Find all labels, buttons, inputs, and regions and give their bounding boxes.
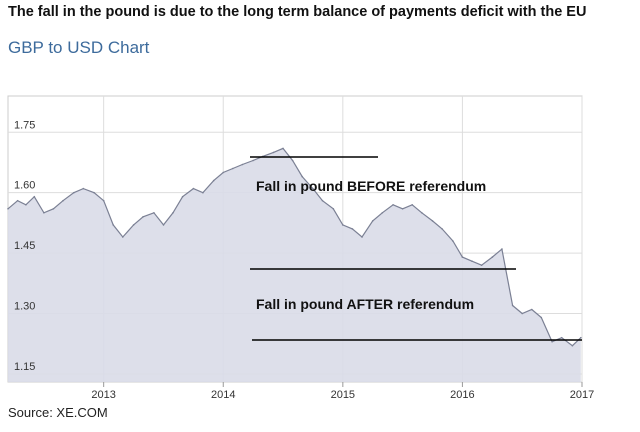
data-point [312, 187, 314, 190]
data-point [511, 304, 514, 307]
data-point [580, 336, 582, 339]
data-point [531, 308, 533, 311]
chart-title: GBP to USD Chart [8, 38, 150, 57]
data-point [560, 336, 563, 339]
data-point [282, 147, 284, 150]
series-area [8, 148, 581, 382]
data-point [491, 256, 494, 258]
data-point [371, 220, 374, 222]
data-point [342, 224, 344, 226]
data-point [332, 208, 335, 210]
data-point [431, 220, 434, 222]
data-point [102, 199, 105, 202]
data-point [441, 228, 443, 230]
data-point [392, 204, 394, 206]
data-point [142, 216, 144, 218]
data-point [241, 163, 244, 166]
headline: The fall in the pound is due to the long… [8, 4, 587, 20]
data-point [471, 260, 473, 263]
data-point [421, 212, 423, 214]
annotation-label: Fall in pound BEFORE referendum [256, 178, 486, 194]
data-point [162, 224, 165, 226]
data-point [351, 228, 354, 230]
x-tick-label: 2017 [570, 389, 594, 401]
y-tick-label: 1.45 [14, 240, 35, 252]
data-point [192, 187, 195, 190]
data-point [381, 212, 384, 214]
data-point [301, 175, 304, 178]
x-tick-label: 2016 [450, 389, 474, 401]
y-tick-label: 1.15 [14, 361, 35, 373]
chart-area-layer [7, 147, 582, 382]
data-point [501, 248, 503, 250]
data-point [73, 191, 75, 194]
data-point [132, 224, 135, 226]
data-point [202, 191, 204, 194]
y-tick-label: 1.75 [14, 119, 35, 131]
data-point [521, 312, 523, 315]
data-point [25, 204, 27, 206]
data-point [461, 256, 464, 258]
data-point [252, 159, 254, 162]
data-point [16, 199, 19, 202]
data-point [82, 187, 85, 190]
chart-axis-layer: 1.15 1.30 1.45 1.60 1.75 2013 2014 2015 2016 2017 [14, 119, 594, 401]
data-point [272, 151, 275, 154]
data-point [33, 195, 36, 198]
data-point [93, 191, 95, 194]
data-point [401, 208, 404, 210]
data-point [153, 212, 155, 214]
data-point [222, 171, 224, 174]
data-point [540, 316, 543, 319]
x-tick-label: 2013 [91, 389, 115, 401]
data-point [571, 344, 574, 347]
x-tick-label: 2014 [211, 389, 235, 401]
y-tick-label: 1.60 [14, 180, 35, 192]
data-point [411, 204, 414, 206]
data-point [212, 179, 215, 182]
data-point [43, 212, 45, 214]
data-point [172, 212, 174, 214]
x-tick-label: 2015 [331, 389, 355, 401]
data-point [361, 236, 363, 238]
annotation-label: Fall in pound AFTER referendum [256, 296, 474, 312]
data-point [122, 236, 124, 238]
data-point [291, 159, 294, 162]
chart-annotation-layer: Fall in pound BEFORE referendum Fall in p… [250, 156, 582, 341]
source-note: Source: XE.COM [8, 405, 108, 420]
data-point [480, 264, 483, 267]
data-point [62, 199, 64, 202]
data-point [232, 167, 234, 170]
data-point [321, 199, 324, 202]
data-point [551, 340, 553, 343]
data-point [181, 195, 184, 198]
data-point [452, 240, 454, 242]
data-point [112, 224, 114, 226]
y-tick-label: 1.30 [14, 301, 35, 313]
data-point [7, 208, 9, 210]
data-point [52, 208, 55, 210]
